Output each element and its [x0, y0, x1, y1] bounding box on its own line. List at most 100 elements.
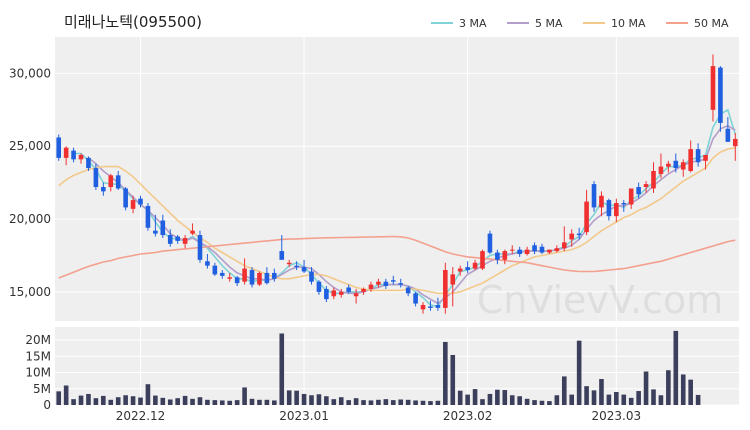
volume-bar — [301, 393, 307, 405]
candle-body — [666, 163, 671, 167]
time-tick-label: 2022.12 — [116, 409, 166, 423]
candle — [643, 181, 649, 193]
candle-body — [569, 233, 575, 240]
candle — [182, 235, 188, 249]
candle-body — [301, 267, 307, 272]
candle-body — [599, 195, 604, 208]
candle — [346, 284, 351, 294]
candle-body — [249, 270, 255, 285]
candle — [249, 267, 255, 288]
candle-body — [547, 249, 552, 253]
candle — [205, 254, 210, 269]
candle-body — [234, 277, 240, 284]
candle-body — [123, 188, 128, 208]
volume-bar — [457, 390, 463, 405]
candle-body — [145, 205, 151, 228]
candle-body — [480, 251, 485, 269]
candle — [517, 246, 522, 257]
volume-bar — [175, 398, 180, 405]
legend-label: 3 MA — [459, 17, 487, 30]
volume-bar — [569, 394, 575, 405]
candle — [138, 195, 143, 208]
candle-body — [695, 149, 701, 163]
volume-bar — [182, 395, 188, 405]
candle — [301, 259, 307, 273]
candle — [78, 153, 84, 164]
candle — [197, 230, 203, 263]
volume-bar — [309, 395, 314, 405]
volume-bar — [160, 397, 166, 405]
candle — [219, 270, 225, 279]
volume-bar — [286, 390, 292, 405]
candle-body — [86, 157, 91, 169]
volume-bar — [346, 400, 351, 405]
candle — [167, 229, 173, 247]
candle-body — [212, 265, 218, 275]
candle — [725, 117, 731, 142]
candle — [703, 154, 708, 170]
volume-bar — [628, 397, 634, 405]
ma10-line — [58, 146, 736, 295]
candle-body — [621, 203, 627, 205]
volume-bar — [435, 400, 441, 405]
candle-body — [264, 272, 270, 284]
volume-bar — [361, 400, 366, 405]
candle — [487, 230, 493, 255]
candle-body — [643, 184, 649, 188]
candle — [539, 243, 545, 255]
candle-body — [688, 149, 693, 171]
ma5-line — [88, 124, 736, 305]
volume-bar — [606, 394, 612, 405]
candle-body — [428, 306, 433, 308]
candle-body — [101, 187, 106, 192]
volume-bar — [547, 401, 552, 405]
legend-label: 50 MA — [694, 17, 729, 30]
legend-label: 10 MA — [611, 17, 646, 30]
volume-bar — [509, 395, 515, 405]
legend-item-ma10: 10 MA — [583, 17, 646, 30]
candle — [443, 262, 448, 314]
candle — [115, 170, 121, 190]
candle-body — [338, 291, 344, 295]
volume-bar — [227, 400, 233, 405]
candle-body — [732, 138, 738, 147]
candle-body — [450, 274, 456, 285]
volume-bar — [249, 398, 255, 405]
candle — [584, 189, 589, 236]
candle-body — [509, 249, 515, 251]
legend-item-ma5: 5 MA — [507, 17, 563, 30]
price-tick-label: 25,000 — [9, 139, 51, 153]
candle-body — [63, 147, 69, 158]
volume-bar — [502, 390, 508, 405]
candle — [524, 246, 530, 256]
volume-bar — [167, 399, 173, 405]
candle — [666, 160, 671, 173]
price-tick-label: 15,000 — [9, 285, 51, 299]
candle — [651, 162, 656, 193]
volume-tick-label: 20M — [25, 333, 51, 347]
candle-body — [658, 166, 664, 174]
volume-bar — [279, 333, 285, 405]
candle-body — [502, 251, 508, 260]
candle — [413, 291, 418, 307]
volume-bar — [428, 401, 433, 405]
volume-bar — [93, 398, 99, 405]
candle — [547, 249, 552, 255]
candle — [309, 267, 314, 285]
candle-body — [361, 288, 366, 292]
candle — [212, 262, 218, 276]
candle-body — [175, 236, 180, 241]
volume-bar — [272, 400, 277, 405]
volume-bar — [621, 394, 627, 405]
candle — [272, 268, 277, 282]
volume-bar — [688, 379, 693, 405]
candle-body — [472, 262, 478, 269]
candle — [108, 173, 114, 192]
candle-body — [554, 248, 560, 252]
candle-body — [628, 188, 634, 205]
volume-bar — [353, 398, 359, 405]
candle — [331, 287, 337, 300]
volume-bar — [561, 376, 567, 405]
candle — [509, 245, 515, 255]
candle-body — [182, 237, 188, 244]
